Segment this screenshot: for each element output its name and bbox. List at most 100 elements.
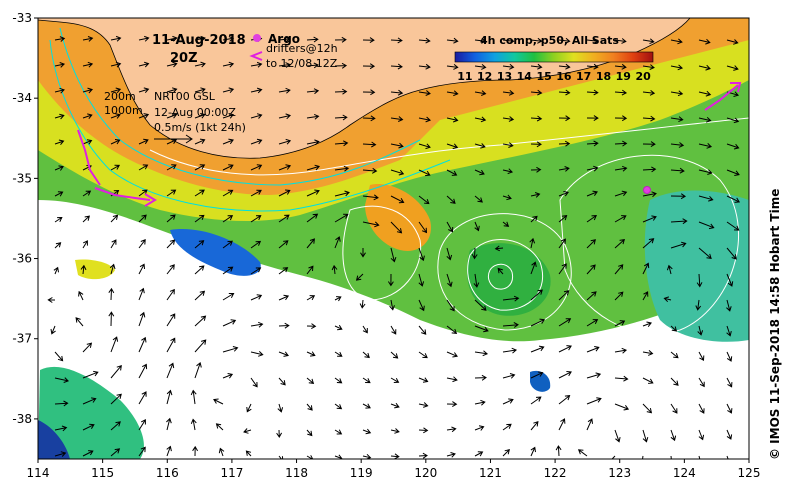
vector-scale-arrow [154, 134, 193, 144]
current-vector-arrow [82, 139, 93, 145]
current-vector-arrow [278, 377, 286, 386]
current-vector-arrow [502, 63, 515, 70]
current-vector-arrow [246, 403, 252, 413]
current-vector-arrow [54, 36, 66, 42]
current-vector-arrow [474, 221, 480, 232]
current-vector-arrow [278, 62, 291, 68]
current-vector-arrow [194, 189, 205, 197]
current-vector-arrow [586, 215, 597, 223]
lat-tick-label: -37 [12, 332, 32, 346]
current-vector-arrow [78, 290, 84, 301]
current-vector-arrow [530, 115, 543, 122]
current-vector-arrow [418, 452, 428, 459]
lon-tick-label: 115 [91, 466, 114, 480]
current-vector-arrow [222, 113, 235, 119]
current-vector-arrow [502, 449, 510, 457]
current-vector-arrow [306, 189, 320, 197]
current-vector-arrow [243, 428, 252, 434]
current-vector-arrow [530, 37, 543, 44]
current-vector-arrow [530, 345, 545, 353]
current-vector-arrow [614, 264, 624, 275]
current-vector-arrow [586, 397, 602, 405]
current-vector-arrow [502, 90, 515, 96]
current-vector-arrow [47, 297, 56, 303]
current-vector-arrow [726, 117, 740, 124]
current-vector-arrow [726, 195, 741, 203]
current-vector-arrow [222, 215, 234, 223]
colorbar-tick-label: 11 [457, 70, 472, 83]
current-vector-arrow [166, 61, 178, 68]
current-vector-arrow [166, 389, 173, 405]
current-vector-arrow [194, 113, 206, 119]
current-vector-arrow [54, 216, 63, 223]
latitude-axis: -33 -34 -35 -36 -37 -38 [12, 11, 38, 426]
current-vector-arrow [108, 311, 115, 327]
current-vector-arrow [390, 169, 405, 176]
current-vector-arrow [446, 351, 458, 358]
current-vector-arrow [110, 139, 121, 145]
current-vector-arrow [82, 450, 94, 457]
lon-tick-label: 123 [608, 466, 631, 480]
current-vector-arrow [82, 397, 97, 405]
current-vector-arrow [306, 88, 320, 95]
sst-patch-green-south [38, 366, 144, 459]
current-vector-arrow [82, 240, 88, 249]
current-vector-arrow [446, 37, 459, 44]
current-vector-arrow [390, 428, 400, 434]
current-vector-arrow [82, 342, 93, 353]
current-vector-arrow [642, 166, 657, 173]
current-vector-arrow [726, 169, 740, 176]
contour-central-ridge [342, 205, 422, 301]
current-vector-arrow [250, 294, 263, 301]
contour-eddy-inner [487, 263, 514, 290]
current-vector-arrow [82, 36, 94, 42]
current-vector-arrow [306, 403, 313, 411]
current-vector-arrow [54, 62, 66, 68]
current-vector-arrow [334, 165, 350, 172]
current-vector-arrow [586, 115, 599, 122]
current-vector-arrow [82, 87, 94, 94]
current-vector-arrow [586, 63, 599, 70]
current-vector-arrow [726, 39, 739, 45]
current-vector-arrow [446, 64, 459, 70]
lat-tick-label: -35 [12, 171, 32, 185]
colorbar-tick-label: 18 [596, 70, 611, 83]
current-vector-arrow [474, 325, 489, 333]
current-vector-arrow [663, 296, 672, 303]
current-vector-arrow [614, 238, 626, 249]
isobath-1000m-label: 1000m [104, 104, 143, 117]
drifter-arrow-west [144, 193, 157, 207]
current-vector-arrow [166, 164, 177, 171]
current-vector-arrow [502, 37, 515, 44]
current-vector-arrow [418, 90, 431, 96]
current-vector-arrow [558, 140, 571, 147]
current-vector-arrow [698, 455, 701, 459]
current-vector-arrow [614, 140, 628, 147]
current-vector-arrow [586, 319, 599, 327]
current-vector-arrow [446, 426, 457, 433]
current-vector-arrow [502, 194, 512, 201]
current-vector-arrow [245, 450, 252, 457]
current-vector-arrow [250, 321, 264, 328]
current-vector-arrow [670, 241, 687, 249]
current-vector-arrow [558, 37, 571, 44]
colorbar-ticks: 11 12 13 14 15 16 17 18 19 20 [457, 70, 651, 83]
current-vector-arrow [222, 189, 234, 197]
lon-tick-label: 114 [27, 466, 50, 480]
current-vector-arrow [642, 90, 656, 96]
current-vector-arrow [277, 403, 284, 413]
sst-contours [149, 117, 749, 335]
current-vector-arrow [529, 237, 536, 249]
current-vector-arrow [334, 114, 348, 121]
current-vector-arrow [334, 324, 343, 331]
current-vector-arrow [558, 418, 566, 431]
current-vector-arrow [278, 138, 292, 145]
current-vector-arrow [586, 89, 599, 96]
current-vector-arrow [502, 295, 520, 302]
current-vector-arrow [446, 376, 458, 383]
current-vector-arrow [110, 393, 122, 405]
current-vector-arrow [222, 373, 234, 379]
current-vector-arrow [110, 448, 121, 457]
current-vector-arrow [334, 403, 343, 410]
current-vector-arrow [446, 221, 454, 233]
